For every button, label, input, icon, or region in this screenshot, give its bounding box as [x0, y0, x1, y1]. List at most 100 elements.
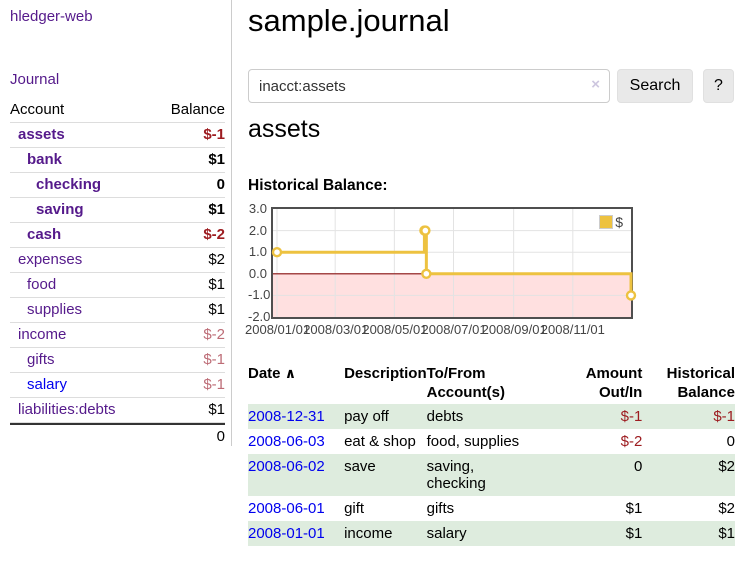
- balance-column-header: Historical Balance: [666, 365, 735, 401]
- clear-search-icon[interactable]: ×: [591, 76, 600, 93]
- account-row: liabilities:debts $1: [10, 398, 225, 423]
- transactions-table: Date ∧ Description To/From Account(s) Am…: [248, 362, 735, 546]
- account-row: assets $-1: [10, 123, 225, 148]
- data-point-marker: [420, 225, 431, 236]
- transaction-row: 2008-06-01 gift gifts $1 $2: [248, 496, 735, 521]
- data-point-marker: [271, 247, 283, 258]
- sort-ascending-icon: ∧: [284, 365, 297, 381]
- transaction-amount: $1: [625, 525, 643, 542]
- x-axis-tick-label: 2008/09/01: [481, 322, 547, 337]
- account-link-gifts[interactable]: gifts: [27, 351, 55, 368]
- transaction-description: pay off: [344, 408, 389, 425]
- account-row: cash $-2: [10, 223, 225, 248]
- account-row: gifts $-1: [10, 348, 225, 373]
- transaction-row: 2008-06-02 save saving, checking 0 $2: [248, 454, 735, 496]
- transaction-date-link[interactable]: 2008-06-02: [248, 458, 325, 475]
- account-link-assets[interactable]: assets: [18, 126, 65, 143]
- account-column-header: Account: [10, 99, 153, 123]
- account-link-supplies[interactable]: supplies: [27, 301, 83, 318]
- account-balance: $1: [152, 148, 225, 173]
- account-balance: $-1: [152, 373, 225, 398]
- accounts-total-value: 0: [152, 423, 225, 449]
- tofrom-column-header: To/From Account(s): [426, 365, 505, 401]
- account-row: bank $1: [10, 148, 225, 173]
- x-axis-tick-label: 2008/01/01: [245, 322, 311, 337]
- transaction-accounts: food, supplies: [426, 433, 520, 450]
- transaction-accounts: debts: [426, 408, 464, 425]
- date-column-header[interactable]: Date ∧: [248, 365, 297, 382]
- transaction-description: income: [344, 525, 393, 542]
- y-axis-tick-label: 0.0: [248, 265, 267, 281]
- account-balance: $1: [152, 398, 225, 423]
- transaction-row: 2008-06-03 eat & shop food, supplies $-2…: [248, 429, 735, 454]
- x-axis-tick-label: 2008/03/01: [303, 322, 369, 337]
- transaction-accounts: saving, checking: [426, 458, 486, 492]
- chart-legend: $: [599, 214, 623, 230]
- transaction-accounts: salary: [426, 525, 467, 542]
- y-axis-tick-label: 1.0: [248, 244, 267, 260]
- transaction-balance: $-1: [713, 408, 735, 425]
- legend-label: $: [615, 214, 623, 230]
- data-point-marker: [421, 268, 432, 280]
- x-axis-tick-label: 2008/05/01: [362, 322, 428, 337]
- transaction-description: save: [344, 458, 376, 475]
- app-title-link[interactable]: hledger-web: [10, 8, 93, 25]
- transaction-date-link[interactable]: 2008-12-31: [248, 408, 325, 425]
- account-link-food[interactable]: food: [27, 276, 57, 293]
- account-heading: assets: [248, 115, 321, 143]
- transaction-date-link[interactable]: 2008-06-01: [248, 500, 325, 517]
- y-axis-tick-label: 3.0: [248, 201, 267, 216]
- transaction-row: 2008-12-31 pay off debts $-1 $-1: [248, 404, 735, 429]
- transaction-description: gift: [344, 500, 365, 517]
- account-balance: $1: [152, 298, 225, 323]
- sidebar-item-journal[interactable]: Journal: [10, 71, 60, 88]
- account-balance: $-1: [152, 123, 225, 148]
- accounts-total-row: 0: [10, 423, 225, 449]
- accounts-header-row: Account Balance: [10, 99, 225, 123]
- legend-swatch-icon: [599, 215, 614, 229]
- transaction-amount: $1: [625, 500, 643, 517]
- amount-column-header: Amount Out/In: [585, 365, 643, 401]
- main-content: sample.journal × Search ? assets Histori…: [245, 0, 742, 582]
- account-link-salary[interactable]: salary: [27, 376, 68, 393]
- x-axis-tick-label: 2008/07/01: [421, 322, 487, 337]
- account-link-checking[interactable]: checking: [36, 176, 102, 193]
- account-link-liabilities-debts[interactable]: liabilities:debts: [18, 401, 116, 418]
- account-balance: $1: [152, 273, 225, 298]
- account-link-bank[interactable]: bank: [27, 151, 63, 168]
- transaction-date-link[interactable]: 2008-01-01: [248, 525, 325, 542]
- description-column-header: Description: [344, 365, 427, 382]
- y-axis-tick-label: -2.0: [248, 309, 271, 324]
- transaction-balance: $2: [718, 458, 735, 475]
- account-row: saving $1: [10, 198, 225, 223]
- x-axis-tick-label: 2008/11/01: [540, 322, 605, 337]
- transaction-amount: $-1: [620, 408, 643, 425]
- y-axis-tick-label: -1.0: [248, 287, 271, 303]
- account-balance: $-2: [152, 223, 225, 248]
- account-balance: $2: [152, 248, 225, 273]
- data-point-marker: [625, 290, 637, 301]
- sidebar: hledger-web Journal Account Balance asse…: [0, 0, 232, 446]
- account-row: supplies $1: [10, 298, 225, 323]
- account-balance: $-2: [152, 323, 225, 348]
- account-row: expenses $2: [10, 248, 225, 273]
- transaction-amount: $-2: [620, 433, 643, 450]
- search-form: × Search ?: [248, 69, 742, 103]
- transaction-date-link[interactable]: 2008-06-03: [248, 433, 325, 450]
- search-button[interactable]: Search: [617, 69, 693, 103]
- account-link-saving[interactable]: saving: [36, 201, 84, 218]
- accounts-table: Account Balance assets $-1 bank $1 check…: [10, 99, 225, 449]
- search-input[interactable]: [248, 69, 610, 103]
- transactions-header-row: Date ∧ Description To/From Account(s) Am…: [248, 362, 735, 404]
- transaction-balance: $1: [718, 525, 735, 542]
- account-row: salary $-1: [10, 373, 225, 398]
- account-link-expenses[interactable]: expenses: [18, 251, 83, 268]
- transaction-balance: 0: [726, 433, 735, 450]
- help-button[interactable]: ?: [703, 69, 734, 103]
- historical-balance-chart: $ 3.0 2.0 1.0 0.0 -1.0 -2.0 2008/01/01 2008/03/…: [245, 200, 668, 345]
- account-row: checking 0: [10, 173, 225, 198]
- account-link-income[interactable]: income: [18, 326, 67, 343]
- y-axis-tick-label: 2.0: [248, 222, 267, 238]
- account-link-cash[interactable]: cash: [27, 226, 62, 243]
- transaction-accounts: gifts: [426, 500, 455, 517]
